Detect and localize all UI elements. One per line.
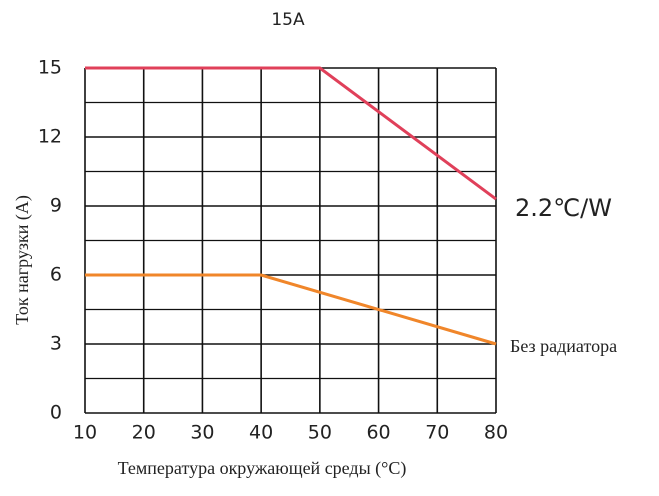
series-line [85, 66, 497, 201]
x-tick-label: 40 [249, 422, 273, 444]
y-tick-label: 15 [38, 57, 62, 79]
chart-title: 15A [271, 10, 305, 30]
series-label: Без радиатора [510, 336, 617, 356]
x-tick-label: 70 [425, 422, 449, 444]
series-label: 2.2℃/W [515, 194, 612, 222]
x-axis-label: Температура окружающей среды (°C) [118, 458, 407, 479]
x-tick-label: 80 [484, 422, 508, 444]
x-tick-label: 50 [308, 422, 332, 444]
y-tick-label: 12 [38, 126, 62, 148]
series-line [85, 273, 497, 346]
y-axis-label: Ток нагрузки (A) [12, 195, 33, 325]
y-tick-label: 9 [50, 195, 62, 217]
x-tick-label: 10 [73, 422, 97, 444]
y-tick-label: 6 [50, 264, 62, 286]
y-tick-label: 3 [50, 333, 62, 355]
x-tick-label: 30 [190, 422, 214, 444]
x-tick-label: 20 [132, 422, 156, 444]
y-tick-label: 0 [50, 402, 62, 424]
x-tick-label: 60 [366, 422, 390, 444]
